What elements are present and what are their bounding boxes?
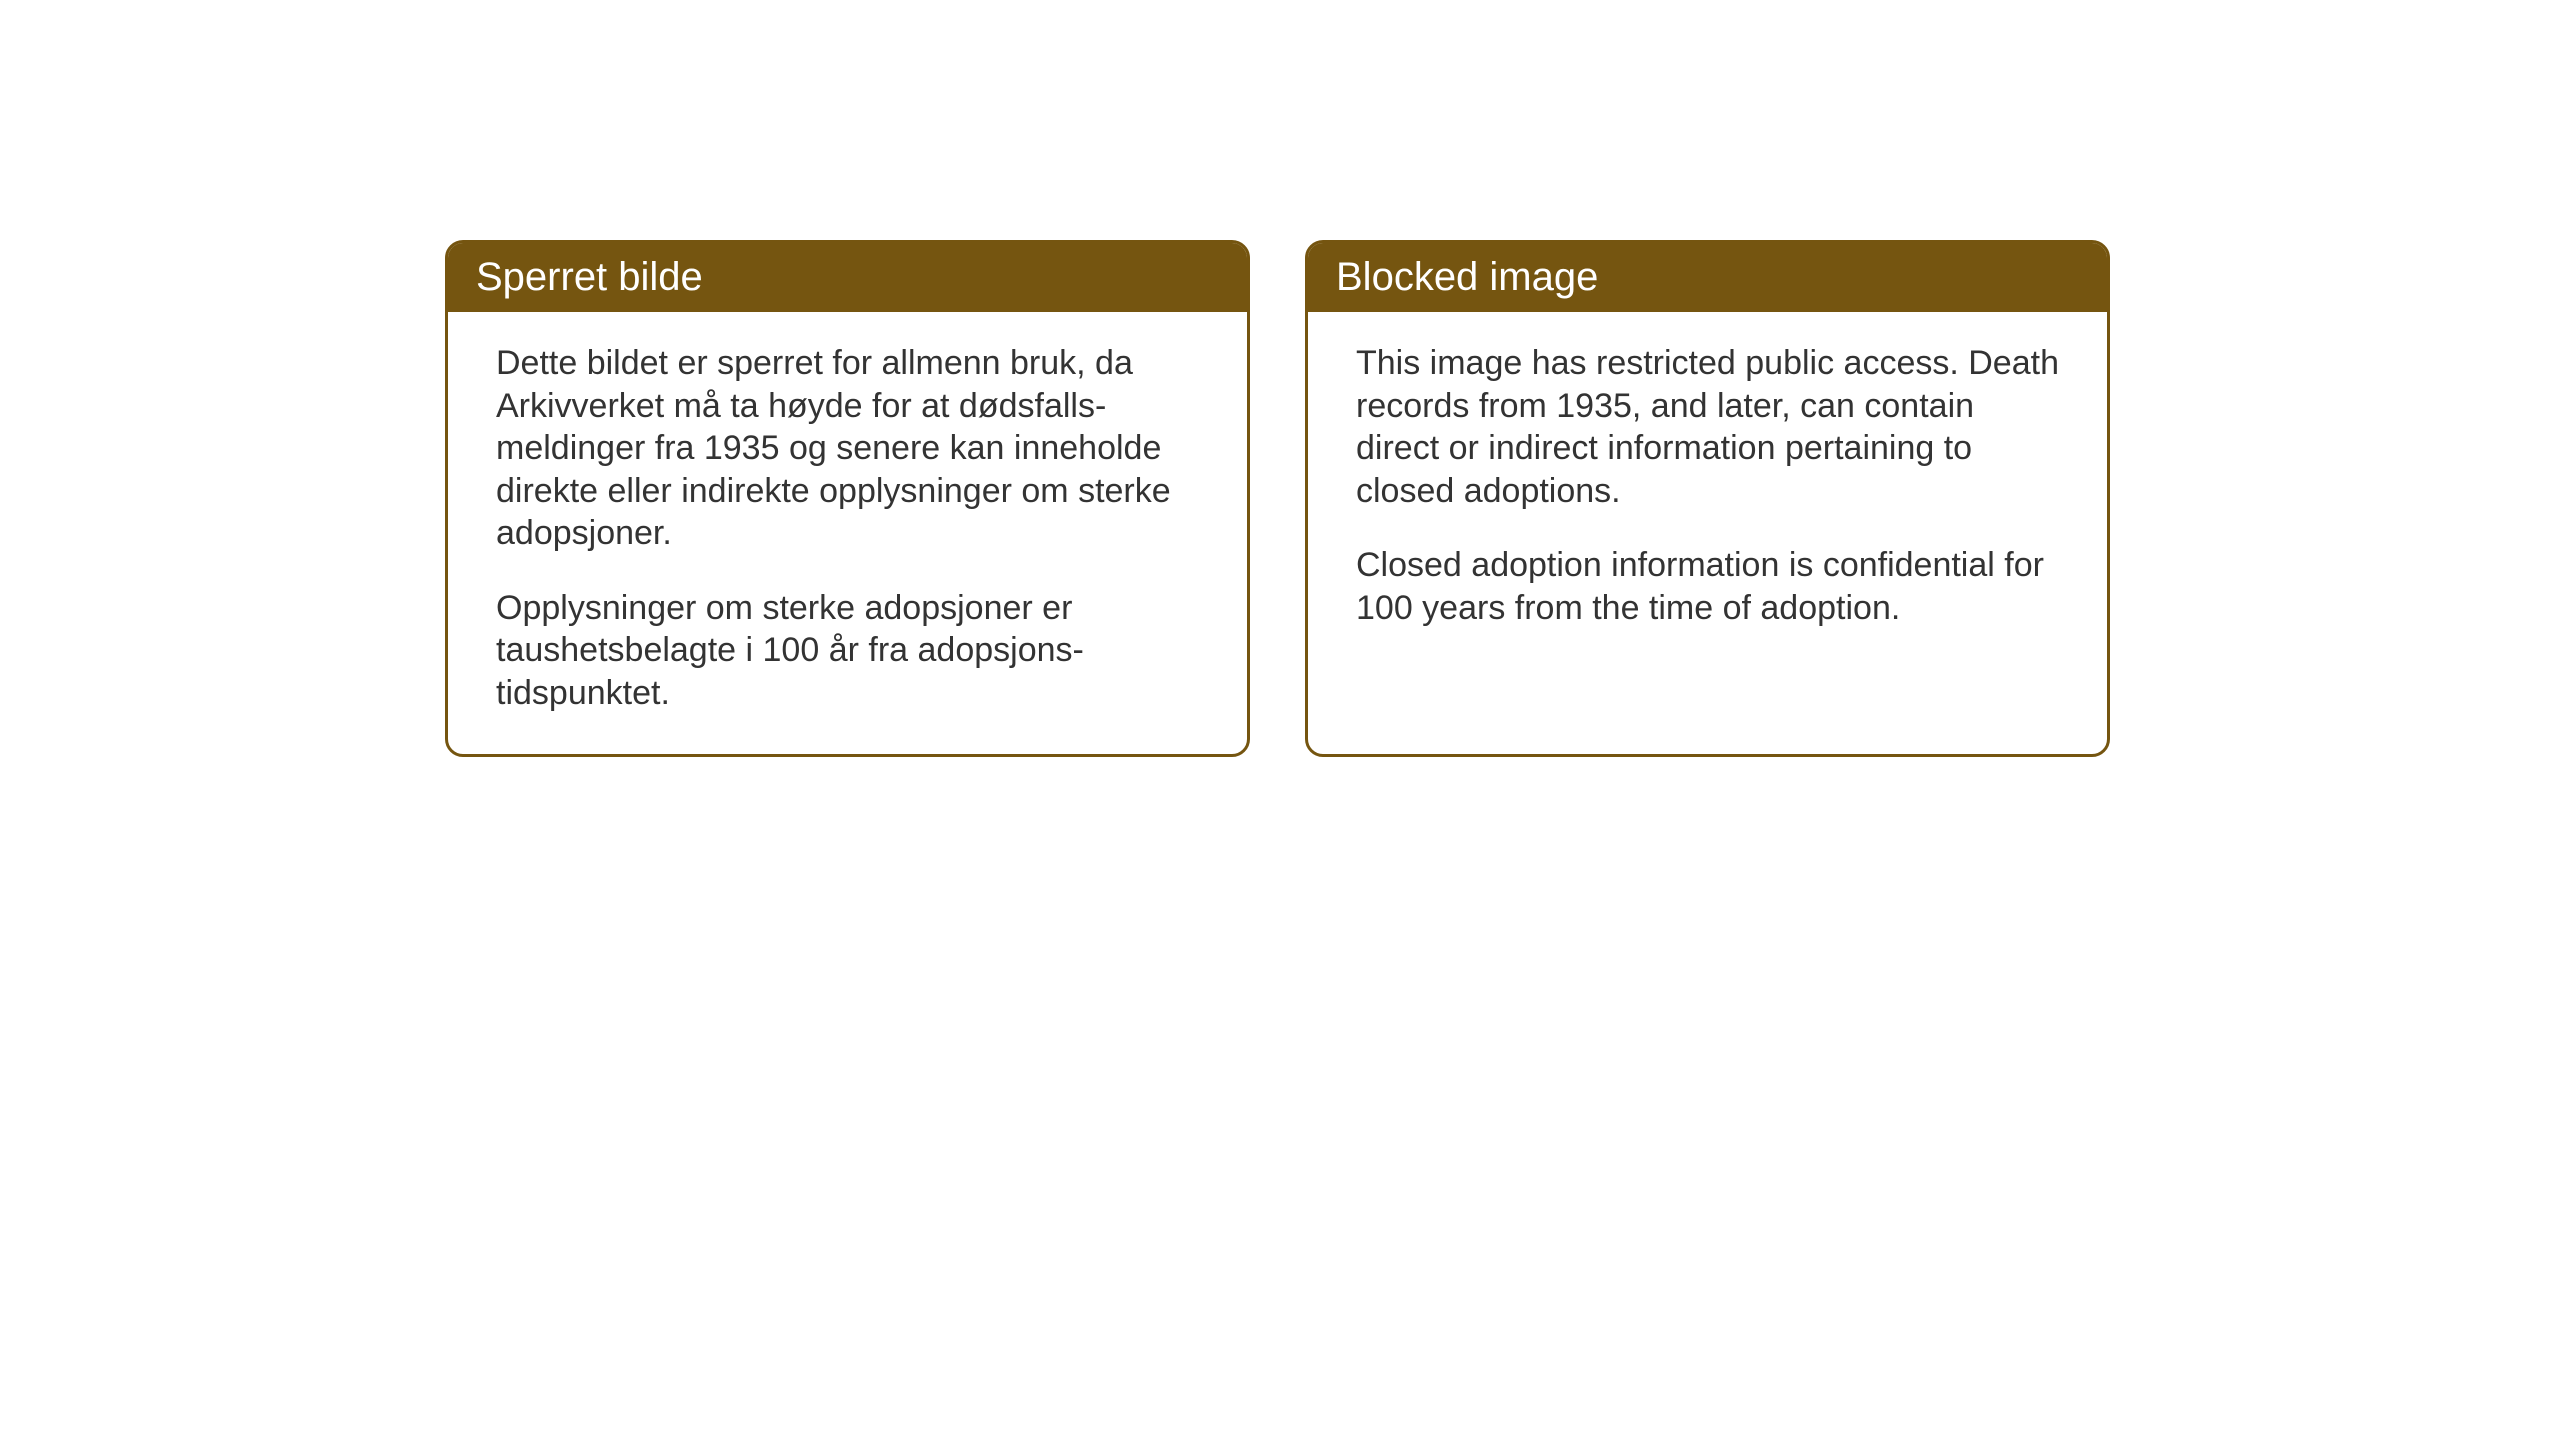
- notice-cards-container: Sperret bilde Dette bildet er sperret fo…: [445, 240, 2110, 757]
- notice-card-norwegian: Sperret bilde Dette bildet er sperret fo…: [445, 240, 1250, 757]
- card-header-norwegian: Sperret bilde: [448, 243, 1247, 312]
- card-body-norwegian: Dette bildet er sperret for allmenn bruk…: [448, 312, 1247, 754]
- card-paragraph: Dette bildet er sperret for allmenn bruk…: [496, 342, 1199, 555]
- card-header-english: Blocked image: [1308, 243, 2107, 312]
- card-paragraph: Closed adoption information is confident…: [1356, 544, 2059, 629]
- card-paragraph: This image has restricted public access.…: [1356, 342, 2059, 512]
- card-title-norwegian: Sperret bilde: [476, 255, 703, 299]
- card-paragraph: Opplysninger om sterke adopsjoner er tau…: [496, 587, 1199, 715]
- notice-card-english: Blocked image This image has restricted …: [1305, 240, 2110, 757]
- card-title-english: Blocked image: [1336, 255, 1598, 299]
- card-body-english: This image has restricted public access.…: [1308, 312, 2107, 732]
